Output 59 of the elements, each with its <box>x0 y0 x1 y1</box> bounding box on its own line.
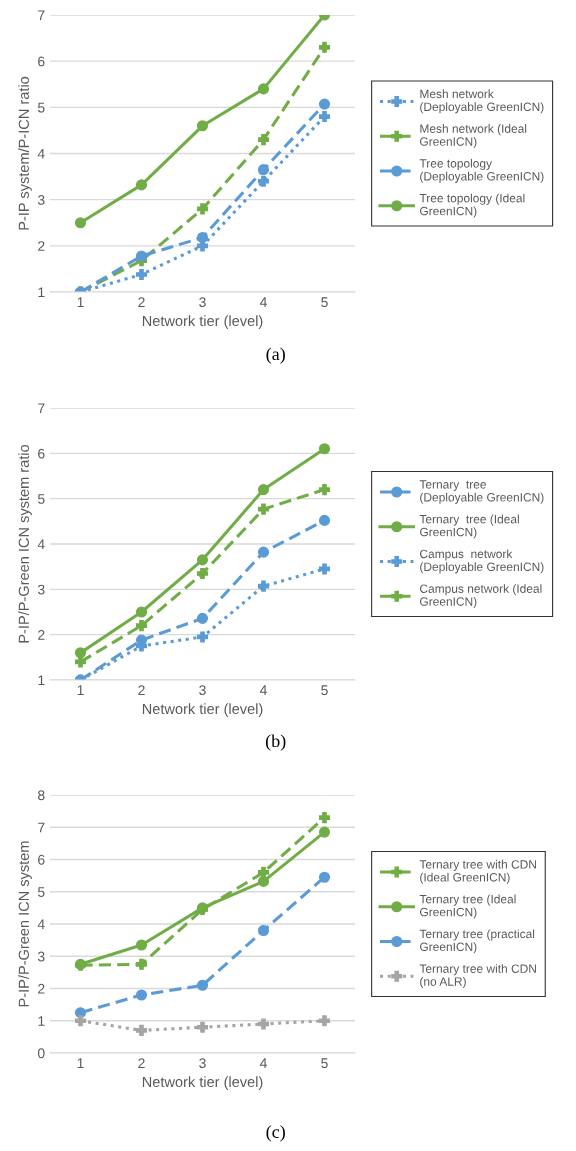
legend-label: Tree topology (Ideal GreenICN) <box>419 193 525 218</box>
y-tick-label: 3 <box>37 584 45 595</box>
y-tick-label: 5 <box>37 102 45 113</box>
x-tick-label: 5 <box>321 297 328 308</box>
legend-label: Ternary tree with CDN (Ideal GreenICN) <box>419 859 536 884</box>
y-tick-label: 6 <box>38 854 45 865</box>
x-tick-label: 4 <box>259 685 267 695</box>
x-tick-label: 5 <box>321 1058 328 1069</box>
y-tick-label: 2 <box>38 983 45 994</box>
y-tick-label: 5 <box>37 494 45 504</box>
x-tick-label: 5 <box>321 685 328 696</box>
legend-label: Ternary tree (Deployable GreenICN) <box>419 480 544 504</box>
x-tick-label: 3 <box>199 685 206 696</box>
y-tick-label: 7 <box>38 10 45 21</box>
x-tick-label: 1 <box>77 297 84 307</box>
y-tick-label: 0 <box>37 1048 45 1059</box>
y-tick-label: 4 <box>37 919 45 930</box>
y-tick-label: 5 <box>37 887 45 897</box>
y-axis-title: P-IP/P-Green ICN system ratio <box>18 444 32 643</box>
x-axis-title: Network tier (level) <box>142 1076 263 1090</box>
x-tick-label: 3 <box>199 1058 206 1069</box>
x-tick-label: 4 <box>259 1058 267 1068</box>
x-axis-title: Network tier (level) <box>142 315 263 329</box>
x-tick-label: 2 <box>138 1058 145 1068</box>
legend-label: Mesh network (Ideal GreenICN) <box>420 124 527 149</box>
y-tick-label: 4 <box>37 539 45 550</box>
x-tick-label: 4 <box>259 297 267 307</box>
text: (b) <box>265 734 286 751</box>
legend-label: Mesh network (Deployable GreenICN) <box>420 89 544 114</box>
text: (a) <box>266 347 285 364</box>
x-tick-label: 2 <box>138 685 145 695</box>
x-tick-label: 1 <box>77 685 84 695</box>
y-tick-label: 3 <box>37 195 45 205</box>
y-tick-label: 2 <box>38 630 45 640</box>
y-tick-label: 6 <box>38 56 45 67</box>
y-tick-label: 1 <box>38 675 45 686</box>
y-tick-label: 1 <box>38 287 45 298</box>
y-tick-label: 8 <box>38 790 45 801</box>
y-tick-label: 7 <box>38 822 45 833</box>
y-tick-label: 6 <box>38 448 45 459</box>
legend-label: Tree topology (Deployable GreenICN) <box>419 158 544 183</box>
x-axis-title: Network tier (level) <box>142 703 263 717</box>
x-tick-label: 2 <box>138 297 145 307</box>
legend-label: Ternary tree with CDN (no ALR) <box>419 964 536 989</box>
y-tick-label: 7 <box>38 403 45 414</box>
y-tick-label: 2 <box>38 241 45 251</box>
legend-label: Ternary tree (Ideal GreenICN) <box>419 514 519 539</box>
legend-label: Campus network (Deployable GreenICN) <box>420 549 544 574</box>
y-tick-label: 1 <box>38 1016 45 1026</box>
legend-label: Ternary tree (Ideal GreenICN) <box>419 894 516 919</box>
y-tick-label: 4 <box>37 148 45 159</box>
y-tick-label: 3 <box>37 951 45 962</box>
legend-label: Campus network (Ideal GreenICN) <box>420 584 542 609</box>
legend-label: Ternary tree (practical GreenICN) <box>419 929 535 954</box>
x-tick-label: 1 <box>77 1058 84 1068</box>
text: (c) <box>266 1125 285 1142</box>
y-axis-title: P-IP system/P-ICN ratio <box>18 76 32 230</box>
x-tick-label: 3 <box>199 297 206 308</box>
y-axis-title: P-IP/P-Green ICN system <box>18 841 32 1007</box>
